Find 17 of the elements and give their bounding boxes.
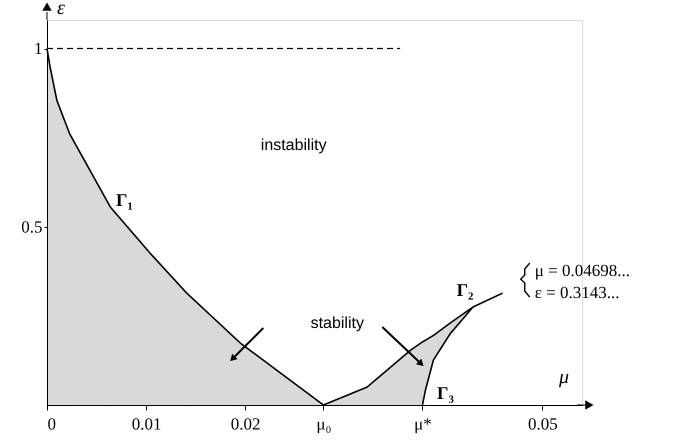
x-tick-label: μ₀ [316, 414, 332, 434]
x-tick-label: 0 [48, 414, 56, 434]
x-tick-label: μ* [414, 414, 432, 434]
x-axis-title: μ [558, 366, 570, 388]
legend-label: Γ₃ [437, 383, 454, 404]
series-label: Γ₂ [456, 280, 474, 300]
y-axis-title: ε [57, 0, 65, 19]
annotation: instability [260, 136, 327, 154]
x-tick-label: 0.05 [528, 414, 558, 434]
annotation: ε = 0.3143... [534, 283, 620, 302]
annotation: μ = 0.04698... [534, 261, 630, 280]
series-label: Γ₁ [116, 190, 133, 210]
annotation: stability [310, 315, 364, 332]
y-tick-label: 1 [34, 39, 42, 58]
x-tick-label: 0.01 [132, 414, 162, 434]
x-tick-label: 0.02 [230, 414, 261, 434]
y-tick-label: 0.5 [21, 217, 42, 236]
